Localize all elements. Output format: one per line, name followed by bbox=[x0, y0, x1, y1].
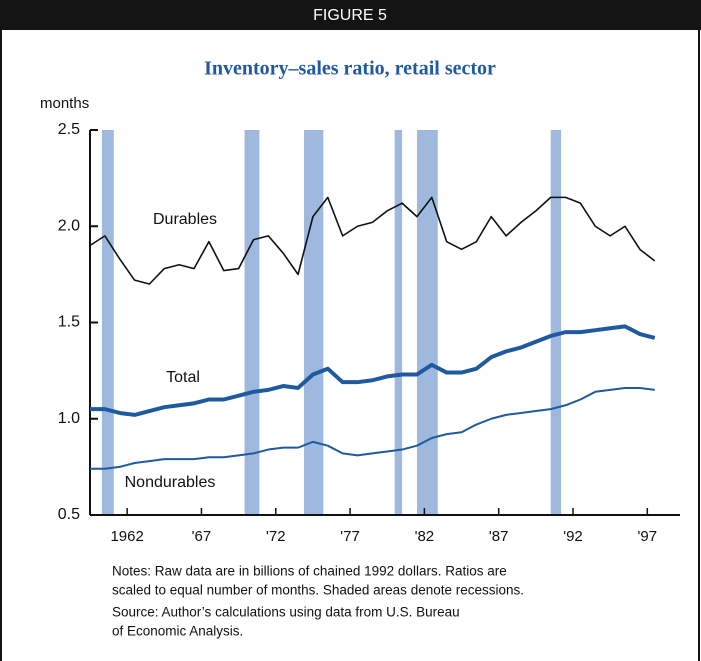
x-tick-label: 1962 bbox=[110, 528, 143, 545]
x-tick-label: '67 bbox=[192, 528, 212, 545]
note-line: of Economic Analysis. bbox=[112, 624, 243, 639]
recession-band bbox=[416, 130, 438, 515]
chart-title: Inventory–sales ratio, retail sector bbox=[204, 58, 496, 80]
note-line: Notes: Raw data are in billions of chain… bbox=[112, 564, 507, 579]
y-tick-label: 0.5 bbox=[58, 506, 80, 523]
header-bar bbox=[0, 0, 701, 30]
x-tick-label: '77 bbox=[340, 528, 360, 545]
x-tick-label: '87 bbox=[489, 528, 509, 545]
series-line bbox=[90, 324, 656, 417]
series-line bbox=[90, 386, 655, 470]
y-tick-label: 1.0 bbox=[58, 410, 80, 427]
series-label: Nondurables bbox=[125, 474, 216, 491]
y-tick-label: 2.5 bbox=[58, 121, 80, 138]
x-tick-label: '82 bbox=[415, 528, 435, 545]
x-tick-label: '97 bbox=[638, 528, 658, 545]
note-line: Source: Author’s calculations using data… bbox=[112, 605, 460, 620]
y-tick-label: 2.0 bbox=[58, 217, 80, 234]
x-tick-label: '92 bbox=[563, 528, 583, 545]
series-label: Durables bbox=[153, 211, 217, 228]
x-tick-label: '72 bbox=[266, 528, 286, 545]
recession-band bbox=[550, 130, 562, 515]
recession-band bbox=[244, 130, 260, 515]
recession-band bbox=[101, 130, 114, 515]
series-label: Total bbox=[166, 369, 200, 386]
y-tick-label: 1.5 bbox=[58, 314, 80, 331]
figure-label: FIGURE 5 bbox=[313, 7, 387, 24]
series-line bbox=[89, 196, 656, 285]
y-axis-label: months bbox=[40, 95, 89, 112]
recession-band bbox=[394, 130, 403, 515]
note-line: scaled to equal number of months. Shaded… bbox=[112, 583, 524, 598]
recession-band bbox=[304, 130, 324, 515]
